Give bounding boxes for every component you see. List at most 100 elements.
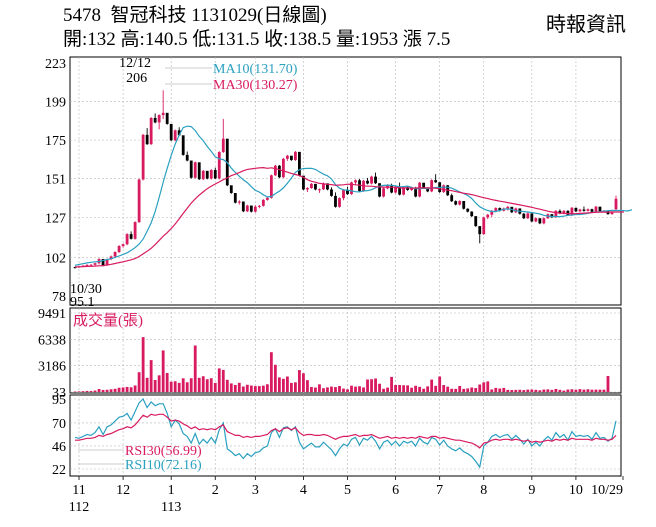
volume-bar bbox=[113, 388, 117, 392]
candle-body bbox=[185, 154, 189, 161]
candle-body bbox=[129, 234, 133, 239]
candle-body bbox=[538, 218, 542, 224]
candle-body bbox=[594, 206, 598, 212]
year-label: 113 bbox=[161, 500, 181, 515]
candle-body bbox=[338, 198, 341, 207]
candle-body bbox=[117, 246, 121, 252]
gridlines bbox=[70, 57, 621, 476]
candle-body bbox=[265, 197, 269, 200]
volume-bar bbox=[494, 387, 498, 392]
volume-bar bbox=[97, 389, 101, 392]
volume-y-tick: 9491 bbox=[38, 307, 66, 322]
volume-bar bbox=[205, 379, 209, 392]
volume-bar bbox=[85, 390, 89, 392]
volume-bar bbox=[542, 389, 546, 392]
low-label: 低: bbox=[192, 29, 217, 50]
volume-bar bbox=[225, 379, 229, 392]
volume-bar bbox=[410, 387, 414, 392]
volume-bar bbox=[81, 391, 85, 392]
candle-body bbox=[498, 208, 502, 211]
candle-body bbox=[454, 201, 458, 205]
x-tick-label: 3 bbox=[252, 483, 259, 498]
candle-body bbox=[366, 180, 369, 184]
candle-body bbox=[326, 183, 329, 190]
volume-bar bbox=[169, 381, 173, 392]
volume-bar bbox=[145, 377, 149, 392]
candle-body bbox=[113, 251, 117, 257]
volume-bar bbox=[289, 382, 293, 392]
volume-bar bbox=[482, 382, 486, 392]
candle-body bbox=[314, 183, 317, 190]
volume-bar bbox=[402, 385, 406, 392]
candle-body bbox=[153, 117, 157, 123]
candle-body bbox=[141, 134, 145, 180]
candle-body bbox=[442, 185, 446, 193]
volume-bar bbox=[554, 388, 558, 392]
high-label: 高: bbox=[120, 29, 145, 50]
volume-bar bbox=[530, 389, 534, 392]
volume-bar bbox=[458, 386, 462, 392]
volume-bar bbox=[233, 384, 237, 392]
volume-bar bbox=[478, 384, 482, 392]
panel-frames bbox=[69, 56, 622, 477]
volume-bar bbox=[534, 389, 538, 392]
candle-body bbox=[374, 176, 377, 184]
candle-body bbox=[562, 210, 566, 214]
candle-body bbox=[322, 183, 325, 190]
panel-frame-3 bbox=[69, 394, 622, 477]
peak-date-label: 12/12 bbox=[119, 56, 151, 71]
candle-body bbox=[253, 206, 257, 212]
candle-body bbox=[346, 190, 349, 195]
candle-body bbox=[422, 182, 426, 189]
candle-body bbox=[370, 176, 373, 184]
volume-bar bbox=[566, 389, 570, 392]
volume-bar bbox=[450, 388, 454, 392]
volume-bar bbox=[454, 388, 458, 392]
volume-bar bbox=[358, 386, 361, 392]
candle-body bbox=[285, 155, 289, 159]
candle-body bbox=[257, 205, 261, 207]
volume-bar bbox=[241, 386, 245, 392]
volume-bar bbox=[430, 379, 434, 392]
volume-bar bbox=[105, 389, 109, 392]
x-tick-label: 6 bbox=[392, 483, 399, 498]
volume-bar bbox=[446, 386, 450, 392]
x-tick-label: 5 bbox=[344, 483, 351, 498]
volume-bar bbox=[141, 337, 145, 392]
candle-body bbox=[614, 198, 618, 210]
candle-body bbox=[145, 134, 149, 145]
candle-body bbox=[578, 209, 582, 212]
volume-bar bbox=[277, 377, 281, 392]
source-label: 時報資訊 bbox=[546, 14, 626, 36]
price-y-tick: 175 bbox=[45, 134, 66, 149]
candle-body bbox=[522, 213, 526, 219]
price-y-tick: 199 bbox=[45, 96, 66, 111]
volume-bar bbox=[253, 386, 257, 392]
candle-body bbox=[261, 199, 265, 206]
volume-bar bbox=[506, 389, 510, 392]
candle-body bbox=[165, 112, 169, 124]
legend-rsi10: RSI10(72.16) bbox=[125, 458, 202, 473]
peak-value-label: 206 bbox=[126, 71, 147, 86]
candle-body bbox=[586, 209, 590, 211]
volume-bar bbox=[338, 386, 341, 392]
volume-bar bbox=[598, 389, 602, 392]
stock-name: 智冠科技 bbox=[110, 5, 187, 26]
volume-bar bbox=[121, 387, 125, 392]
volume-bar bbox=[189, 378, 193, 392]
moving-average-lines bbox=[74, 125, 633, 268]
volume-bar bbox=[510, 390, 514, 392]
candle-body bbox=[310, 183, 313, 189]
volume-bar bbox=[257, 386, 261, 392]
volume-bar bbox=[298, 370, 301, 392]
candle-body bbox=[193, 162, 197, 178]
candle-body bbox=[450, 195, 454, 202]
rsi10-line bbox=[74, 397, 617, 469]
x-tick-label: 1 bbox=[168, 483, 175, 498]
volume-bar bbox=[181, 378, 185, 392]
candle-body bbox=[318, 189, 321, 191]
candle-body bbox=[462, 201, 466, 209]
candle-body bbox=[474, 216, 478, 227]
volume-bar bbox=[486, 381, 490, 392]
candle-body bbox=[109, 256, 113, 260]
